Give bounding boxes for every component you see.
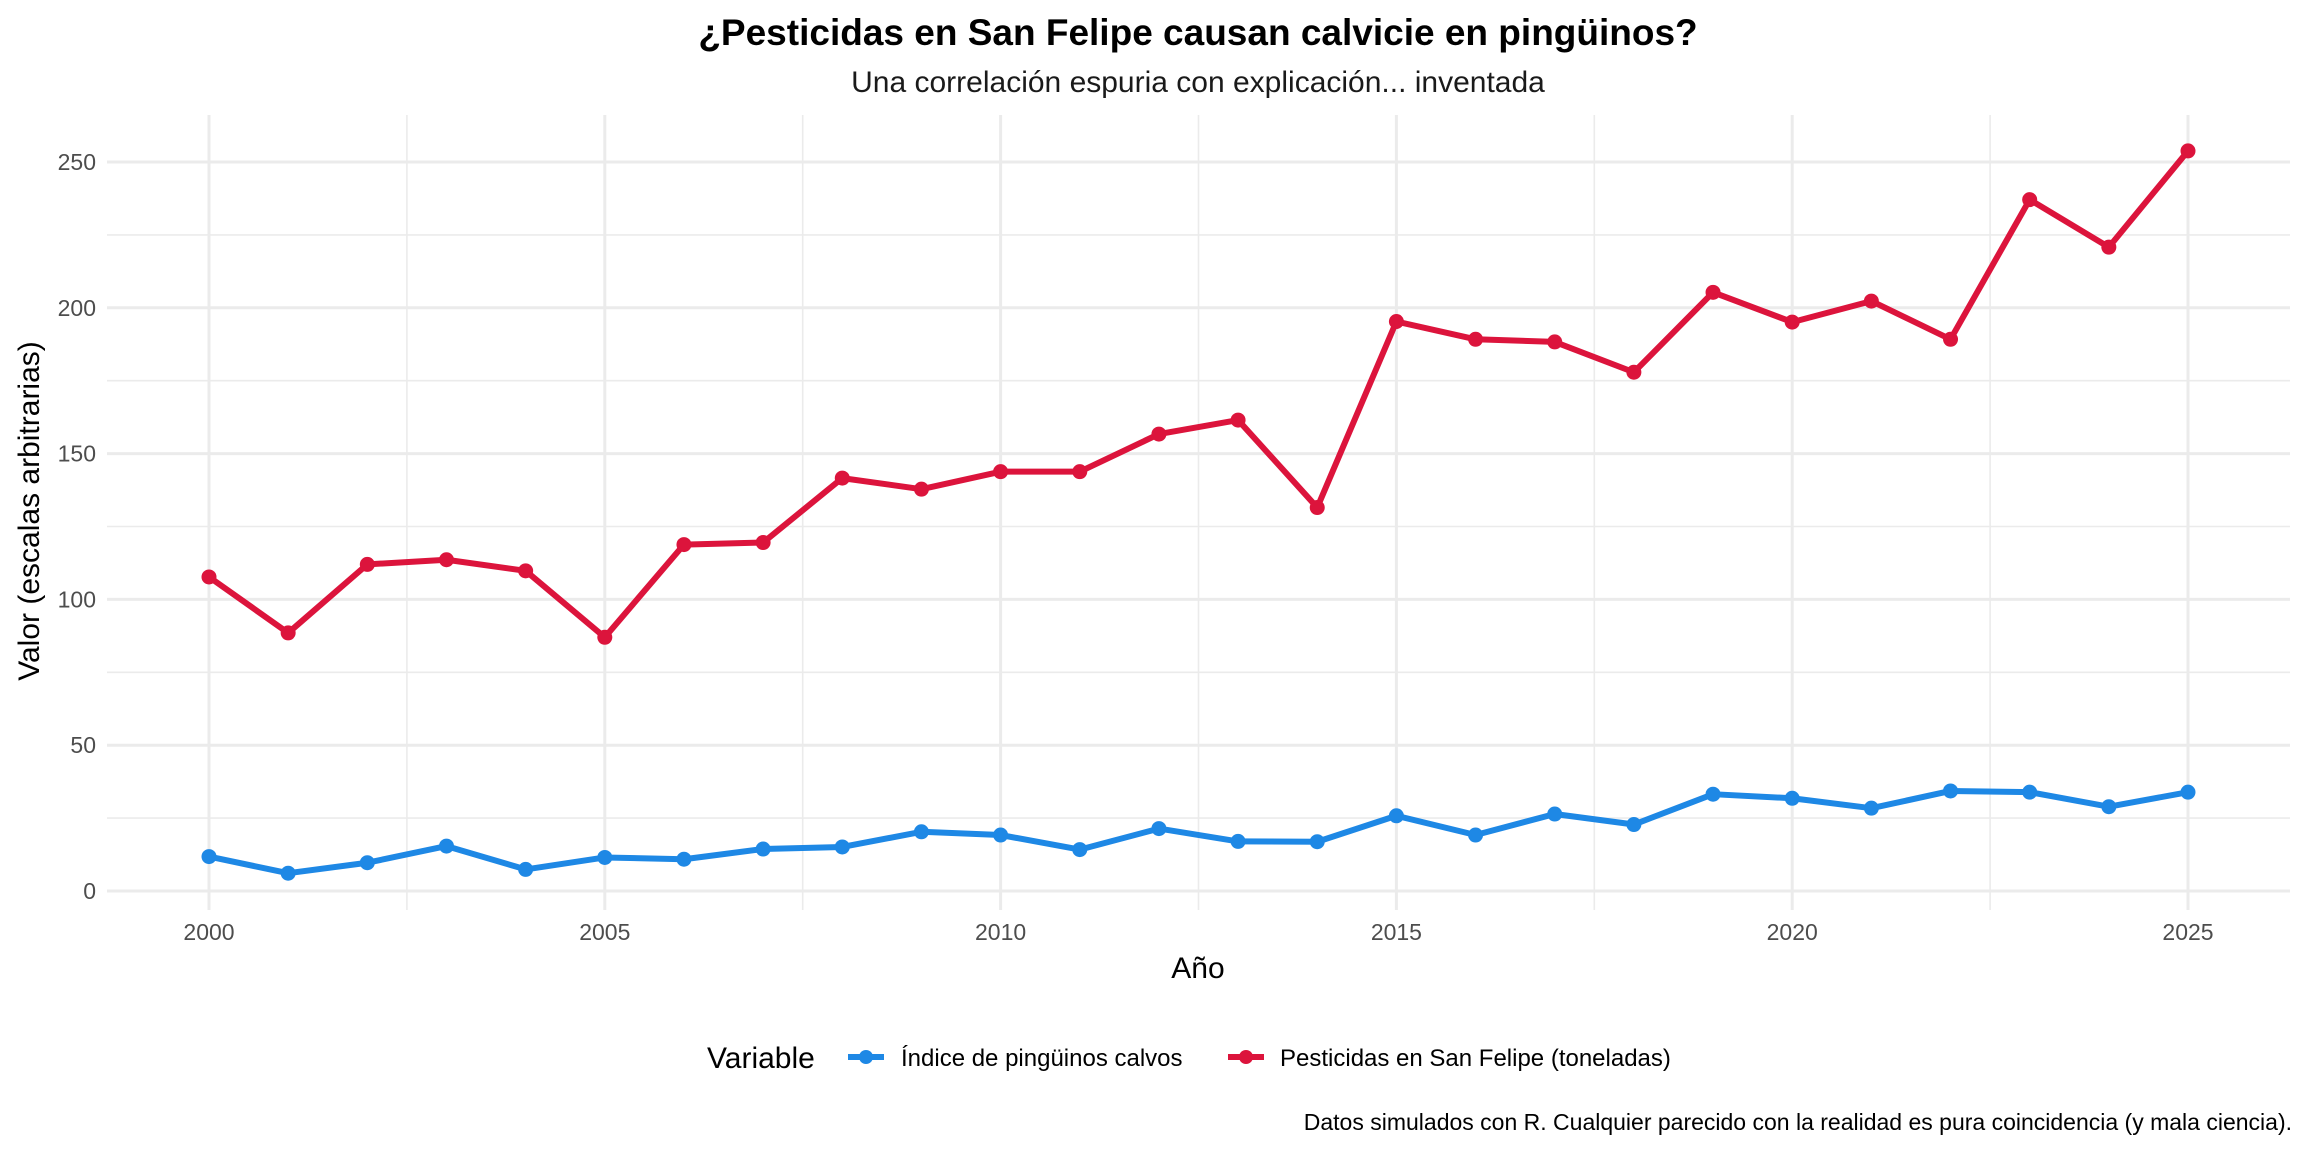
data-point bbox=[438, 552, 454, 568]
x-tick-label: 2025 bbox=[2162, 919, 2213, 945]
x-axis-title: Año bbox=[1171, 952, 1224, 985]
data-point bbox=[280, 865, 296, 881]
series-line bbox=[206, 787, 2191, 877]
data-point bbox=[2101, 239, 2117, 255]
chart-subtitle: Una correlación espuria con explicación.… bbox=[851, 66, 1545, 99]
data-point bbox=[1309, 834, 1325, 850]
data-point bbox=[2180, 784, 2196, 800]
data-point bbox=[1388, 314, 1404, 330]
data-point bbox=[597, 629, 613, 645]
data-point bbox=[993, 464, 1009, 480]
data-point bbox=[755, 841, 771, 857]
data-point bbox=[1230, 833, 1246, 849]
series-layer bbox=[201, 143, 2196, 881]
y-axis-title: Valor (escalas arbitrarias) bbox=[13, 341, 46, 681]
data-point bbox=[2180, 143, 2196, 159]
data-point bbox=[1151, 426, 1167, 442]
x-tick-label: 2010 bbox=[975, 919, 1026, 945]
y-tick-label: 250 bbox=[58, 149, 96, 175]
y-tick-label: 150 bbox=[58, 441, 96, 467]
y-tick-label: 100 bbox=[58, 586, 96, 612]
data-point bbox=[597, 849, 613, 865]
data-point bbox=[1230, 412, 1246, 428]
data-point bbox=[913, 824, 929, 840]
data-point bbox=[359, 556, 375, 572]
legend-title: Variable bbox=[707, 1042, 815, 1075]
data-point bbox=[1784, 314, 1800, 330]
data-point bbox=[1468, 827, 1484, 843]
legend-key-point-penguins bbox=[859, 1050, 873, 1064]
data-point bbox=[1863, 293, 1879, 309]
legend-label-penguins: Índice de pingüinos calvos bbox=[901, 1045, 1183, 1072]
series-line bbox=[206, 147, 2191, 641]
data-point bbox=[834, 470, 850, 486]
legend-key-point-pesticides bbox=[1239, 1050, 1253, 1064]
y-tick-label: 200 bbox=[58, 295, 96, 321]
data-point bbox=[1626, 364, 1642, 380]
data-point bbox=[1072, 464, 1088, 480]
y-tick-label: 50 bbox=[70, 732, 96, 758]
data-point bbox=[676, 537, 692, 553]
data-point bbox=[2022, 192, 2038, 208]
data-point bbox=[1468, 331, 1484, 347]
data-point bbox=[518, 563, 534, 579]
x-axis-tick-labels: 2000 2005 2010 2015 2020 2025 bbox=[183, 919, 2213, 945]
data-point bbox=[676, 851, 692, 867]
data-point bbox=[2022, 784, 2038, 800]
data-point bbox=[1784, 790, 1800, 806]
minor-gridlines bbox=[107, 115, 2290, 910]
x-tick-label: 2020 bbox=[1767, 919, 1818, 945]
series-1 bbox=[201, 143, 2196, 645]
data-point bbox=[1309, 500, 1325, 516]
data-point bbox=[1388, 808, 1404, 824]
legend: Variable Índice de pingüinos calvos Pest… bbox=[707, 1042, 1671, 1075]
data-point bbox=[1705, 284, 1721, 300]
data-point bbox=[518, 861, 534, 877]
legend-item-penguins: Índice de pingüinos calvos bbox=[848, 1045, 1183, 1072]
data-point bbox=[755, 535, 771, 551]
data-point bbox=[280, 625, 296, 641]
x-tick-label: 2005 bbox=[579, 919, 630, 945]
data-point bbox=[1072, 842, 1088, 858]
legend-item-pesticides: Pesticidas en San Felipe (toneladas) bbox=[1228, 1045, 1671, 1072]
plot-panel bbox=[107, 115, 2290, 910]
data-point bbox=[1547, 334, 1563, 350]
data-point bbox=[834, 839, 850, 855]
data-point bbox=[1943, 783, 1959, 799]
data-point bbox=[1626, 817, 1642, 833]
x-tick-label: 2000 bbox=[183, 919, 234, 945]
chart-caption: Datos simulados con R. Cualquier parecid… bbox=[1304, 1109, 2292, 1135]
data-point bbox=[359, 855, 375, 871]
data-point bbox=[913, 481, 929, 497]
y-tick-label: 0 bbox=[83, 878, 96, 904]
x-tick-label: 2015 bbox=[1371, 919, 1422, 945]
legend-label-pesticides: Pesticidas en San Felipe (toneladas) bbox=[1280, 1045, 1671, 1072]
data-point bbox=[1547, 806, 1563, 822]
chart-title: ¿Pesticidas en San Felipe causan calvici… bbox=[698, 12, 1697, 53]
data-point bbox=[201, 849, 217, 865]
data-point bbox=[1705, 786, 1721, 802]
data-point bbox=[2101, 799, 2117, 815]
data-point bbox=[993, 827, 1009, 843]
data-point bbox=[201, 569, 217, 585]
major-gridlines bbox=[107, 115, 2290, 910]
data-point bbox=[1863, 800, 1879, 816]
data-point bbox=[438, 838, 454, 854]
data-point bbox=[1151, 821, 1167, 837]
data-point bbox=[1943, 331, 1959, 347]
series-0 bbox=[201, 783, 2196, 881]
y-axis-tick-labels: 0 50 100 150 200 250 bbox=[58, 149, 96, 904]
